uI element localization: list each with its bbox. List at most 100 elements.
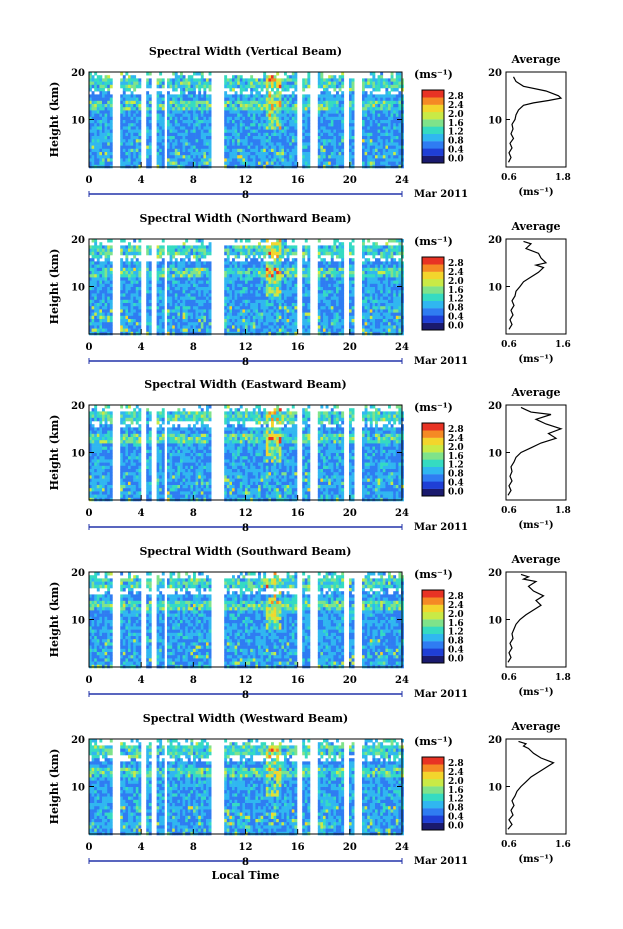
heatmap-cell <box>187 113 191 118</box>
heatmap-cell <box>128 84 131 89</box>
heatmap-cell <box>156 287 160 291</box>
heatmap-cell <box>182 325 186 329</box>
heatmap-cell <box>122 312 126 317</box>
heatmap-cell <box>307 120 311 124</box>
heatmap-cell <box>208 264 212 269</box>
heatmap-cell <box>336 293 339 297</box>
heatmap-cell <box>122 296 126 301</box>
heatmap-cell <box>255 258 259 262</box>
heatmap-cell <box>377 104 381 108</box>
heatmap-cell <box>148 271 152 275</box>
heatmap-cell <box>250 245 254 249</box>
heatmap-cell <box>284 267 287 272</box>
heatmap-cell <box>377 145 381 150</box>
heatmap-cell <box>276 312 280 317</box>
heatmap-cell <box>99 126 103 130</box>
heatmap-cell <box>224 299 228 304</box>
heatmap-cell <box>148 283 152 288</box>
heatmap-cell <box>281 293 285 297</box>
heatmap-cell <box>104 113 108 118</box>
heatmap-cell <box>336 280 339 285</box>
heatmap-cell <box>341 132 345 137</box>
heatmap-cell <box>133 315 137 320</box>
heatmap-cell <box>99 293 103 297</box>
heatmap-cell <box>107 136 111 140</box>
heatmap-cell <box>198 299 202 304</box>
heatmap-cell <box>323 126 326 130</box>
heatmap-cell <box>284 303 287 307</box>
heatmap-cell <box>247 293 251 297</box>
heatmap-cell <box>237 287 241 291</box>
heatmap-cell <box>393 107 397 111</box>
heatmap-cell <box>125 126 129 130</box>
heatmap-cell <box>317 267 321 272</box>
heatmap-cell <box>138 107 142 111</box>
heatmap-cell <box>255 97 259 102</box>
heatmap-cell <box>102 116 105 121</box>
heatmap-cell <box>234 306 238 310</box>
heatmap-cell <box>273 325 277 329</box>
heatmap-cell <box>291 126 295 130</box>
heatmap-cell <box>247 100 251 105</box>
heatmap-cell <box>120 139 124 143</box>
heatmap-cell <box>208 113 212 118</box>
heatmap-cell <box>341 293 345 297</box>
heatmap-cell <box>252 245 256 249</box>
heatmap-cell <box>148 264 152 269</box>
heatmap-cell <box>208 126 212 130</box>
heatmap-cell <box>239 126 243 130</box>
heatmap-cell <box>180 290 183 294</box>
heatmap-cell <box>125 274 129 278</box>
heatmap-cell <box>278 280 282 285</box>
heatmap-cell <box>398 113 402 118</box>
heatmap-cell <box>362 116 365 121</box>
heatmap-cell <box>89 84 92 89</box>
heatmap-cell <box>278 97 282 102</box>
heatmap-cell <box>252 248 256 253</box>
heatmap-cell <box>250 161 254 166</box>
heatmap-cell <box>325 107 329 111</box>
heatmap-cell <box>224 325 228 329</box>
heatmap-cell <box>94 120 98 124</box>
heatmap-cell <box>193 251 196 256</box>
heatmap-cell <box>349 280 352 285</box>
heatmap-cell <box>289 104 293 108</box>
heatmap-cell <box>229 293 233 297</box>
heatmap-cell <box>271 251 274 256</box>
heatmap-cell <box>232 139 235 143</box>
heatmap-cell <box>135 84 139 89</box>
heatmap-cell <box>172 132 176 137</box>
heatmap-cell <box>234 94 238 98</box>
heatmap-cell <box>398 129 402 134</box>
heatmap-cell <box>193 161 196 166</box>
heatmap-cell <box>304 239 308 243</box>
heatmap-cell <box>96 264 100 269</box>
heatmap-cell <box>328 261 332 265</box>
heatmap-cell <box>156 139 160 143</box>
heatmap-cell <box>273 315 277 320</box>
heatmap-cell <box>169 136 173 140</box>
heatmap-cell <box>96 81 100 86</box>
heatmap-cell <box>247 328 251 333</box>
heatmap-cell <box>128 145 131 150</box>
heatmap-cell <box>109 148 113 153</box>
heatmap-cell <box>294 283 298 288</box>
heatmap-cell <box>333 322 337 326</box>
heatmap-cell <box>120 161 124 166</box>
heatmap-cell <box>206 303 209 307</box>
heatmap-cell <box>271 255 274 259</box>
heatmap-cell <box>252 97 256 102</box>
heatmap-cell <box>247 81 251 86</box>
heatmap-cell <box>89 261 92 265</box>
heatmap-cell <box>258 245 261 249</box>
colorbar-unit: (ms⁻¹) <box>414 68 453 81</box>
heatmap-cell <box>159 255 163 259</box>
heatmap-cell <box>323 264 326 269</box>
heatmap-cell <box>302 139 306 143</box>
heatmap-cell <box>91 91 95 95</box>
heatmap-cell <box>128 152 131 156</box>
heatmap-cell <box>224 75 228 79</box>
heatmap-cell <box>135 245 139 249</box>
heatmap-cell <box>206 136 209 140</box>
heatmap-cell <box>255 271 259 275</box>
